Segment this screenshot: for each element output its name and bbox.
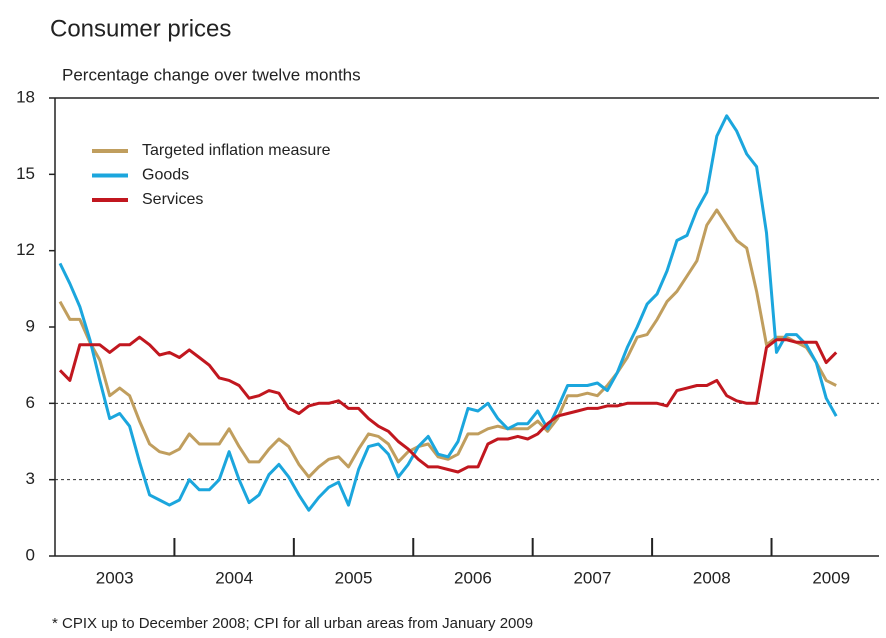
footnote: * CPIX up to December 2008; CPI for all … (52, 615, 533, 632)
x-tick-label: 2005 (335, 568, 373, 587)
y-tick-label: 0 (26, 545, 35, 564)
x-tick-label: 2006 (454, 568, 492, 587)
x-tick-label: 2009 (812, 568, 850, 587)
x-tick-label: 2008 (693, 568, 731, 587)
y-tick-label: 9 (26, 316, 35, 335)
x-tick-label: 2003 (96, 568, 134, 587)
y-tick-label: 3 (26, 469, 35, 488)
series-line (58, 114, 838, 512)
y-tick-label: 15 (16, 164, 35, 183)
x-tick-label: 2004 (215, 568, 253, 587)
series-line (58, 208, 837, 479)
x-tick-label: 2007 (573, 568, 611, 587)
series-line (58, 335, 838, 474)
chart-subtitle: Percentage change over twelve months (62, 65, 361, 84)
chart-title: Consumer prices (50, 15, 231, 42)
legend-label: Goods (142, 167, 189, 184)
legend-label: Targeted inflation measure (142, 142, 331, 159)
y-tick-label: 12 (16, 240, 35, 259)
legend-label: Services (142, 191, 203, 208)
y-tick-label: 6 (26, 393, 35, 412)
y-tick-label: 18 (16, 87, 35, 106)
